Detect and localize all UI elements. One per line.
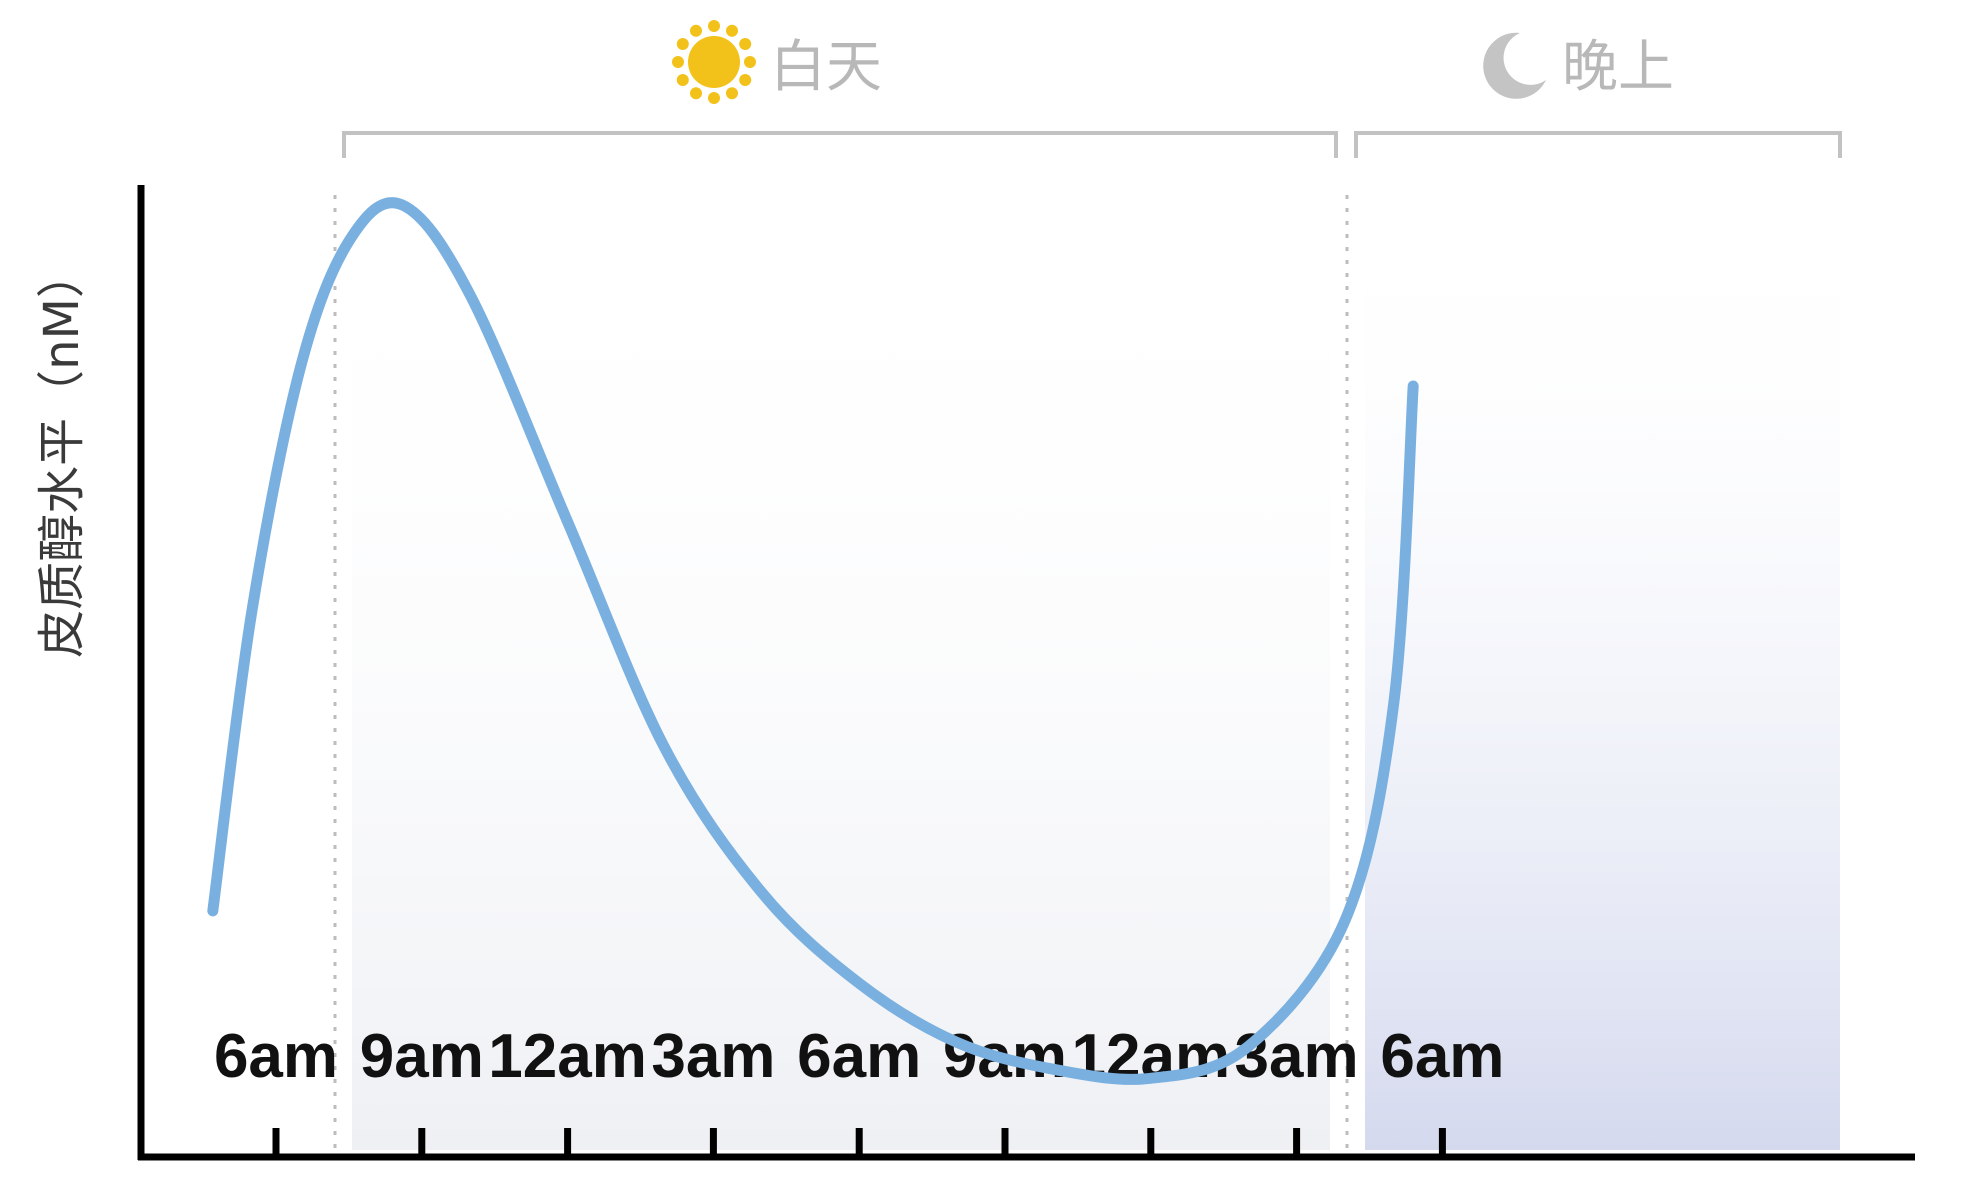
sun-ray bbox=[739, 74, 752, 86]
x-tick-label: 9am bbox=[360, 1022, 484, 1091]
sun-ray bbox=[690, 87, 702, 100]
sun-ray bbox=[726, 24, 738, 37]
night-label: 晚上 bbox=[1562, 35, 1674, 100]
x-tick-labels: 6am 9am 12am 3am 6am 9am 12am 3am 6am bbox=[214, 1022, 1504, 1091]
moon-icon bbox=[1483, 32, 1546, 99]
day-shade bbox=[352, 195, 1330, 1150]
night-bracket bbox=[1354, 131, 1842, 158]
sun-ray bbox=[744, 56, 756, 68]
x-tick-label: 6am bbox=[797, 1022, 921, 1091]
x-tick-label: 6am bbox=[214, 1022, 338, 1091]
day-label: 白天 bbox=[770, 35, 882, 100]
x-tick-label: 6am bbox=[1380, 1022, 1504, 1091]
sun-ray bbox=[708, 92, 720, 104]
day-bracket bbox=[342, 131, 1338, 158]
sun-ray bbox=[739, 38, 752, 50]
sun-icon bbox=[672, 20, 756, 104]
sun-ray bbox=[708, 20, 720, 32]
sun-ray bbox=[676, 38, 689, 50]
sun-ray bbox=[672, 56, 684, 68]
y-axis-label: 皮质醇水平（nM） bbox=[34, 250, 90, 658]
x-ticks bbox=[272, 1128, 1446, 1157]
x-tick-label: 3am bbox=[1235, 1022, 1359, 1091]
sun-ray bbox=[726, 87, 738, 100]
sun-ray bbox=[690, 24, 702, 37]
sun-ray bbox=[676, 74, 689, 86]
x-tick-label: 12am bbox=[488, 1022, 647, 1091]
night-shade bbox=[1365, 195, 1840, 1150]
x-tick-label: 3am bbox=[651, 1022, 775, 1091]
cortisol-line bbox=[207, 197, 1419, 1085]
